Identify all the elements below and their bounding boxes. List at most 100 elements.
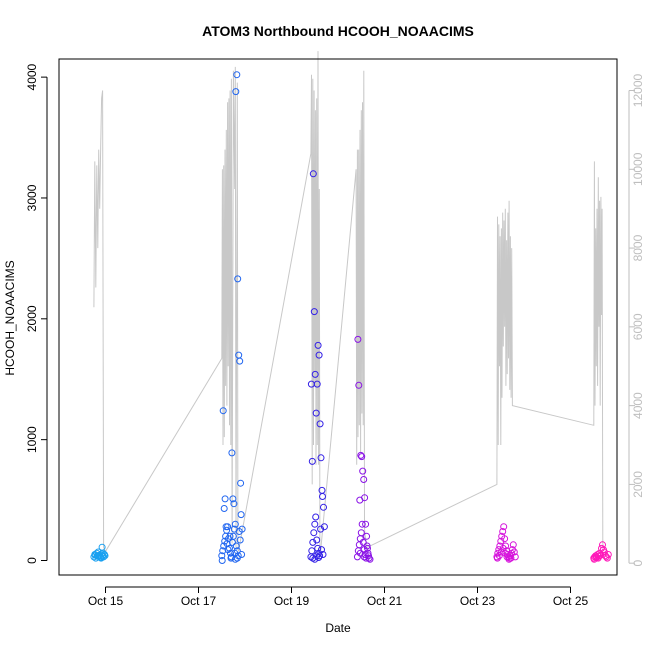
data-point [310,308,318,316]
flight-group [353,335,374,563]
y-tick-label-right: 4000 [631,392,645,419]
data-point [311,370,319,378]
data-point [510,548,518,556]
data-point [313,536,321,544]
data-point [221,495,229,503]
data-point [311,555,319,563]
data-point [502,542,510,550]
flight-group [493,523,519,563]
data-point [361,494,369,502]
y-axis-right: 0 2000 4000 6000 8000 10000 12000 [628,74,645,567]
data-point [354,335,362,343]
data-point [500,523,508,531]
data-point [359,467,367,475]
data-point [223,526,231,534]
data-point [356,549,364,557]
data-point [237,479,245,487]
y-tick-label-right: 0 [631,560,645,567]
x-tick-label: Oct 23 [460,594,496,608]
y-tick-label-left: 2000 [25,305,39,332]
plot-box [58,58,618,576]
chart-title: ATOM3 Northbound HCOOH_NOAACIMS [202,23,474,39]
data-point [501,535,509,543]
data-point [360,476,368,483]
data-point [363,532,371,540]
data-point [229,495,237,503]
data-point [499,544,507,552]
right-series-line [93,51,604,553]
y-tick-label-left: 1000 [25,426,39,453]
data-point [312,409,320,417]
data-point [238,551,246,558]
data-point [509,541,517,549]
x-tick-label: Oct 21 [367,594,403,608]
y-axis-left: 0 1000 2000 3000 4000 [25,63,48,564]
x-axis-label: Date [325,621,351,635]
data-point [231,555,239,563]
data-point [357,529,365,537]
data-point [365,554,373,562]
data-point [222,523,230,531]
data-point [233,71,241,79]
data-point [363,542,371,550]
y-tick-label-left: 3000 [25,184,39,211]
data-point [511,553,519,561]
data-point [355,381,363,389]
data-point [596,552,604,560]
data-point [320,503,327,511]
y-tick-label-right: 6000 [631,313,645,340]
data-point [101,552,109,560]
x-tick-label: Oct 15 [88,594,124,608]
data-point [317,525,325,533]
data-point [317,454,325,462]
data-point [360,553,368,561]
x-axis: Oct 15 Oct 17 Oct 19 Oct 21 Oct 23 Oct 25 [88,586,588,608]
data-point [230,500,238,508]
x-tick-label: Oct 17 [181,594,217,608]
data-point [319,551,327,558]
data-point [507,554,515,562]
flight-group [590,541,612,563]
data-point [501,549,509,557]
flight-group [218,71,246,564]
data-point [309,170,317,178]
data-point [364,549,372,557]
data-point [599,541,606,549]
data-point [358,453,366,461]
y-tick-label-left: 4000 [25,63,39,90]
data-point [495,552,503,560]
data-point [359,538,367,546]
data-point [218,552,226,560]
data-point [318,546,325,554]
data-point [226,532,234,540]
data-point [313,552,321,560]
data-point [316,420,324,428]
data-point [229,532,237,540]
data-point [592,553,600,561]
data-point [362,520,370,528]
data-point [236,536,244,544]
data-point [218,557,226,564]
data-point [219,547,227,555]
data-point [320,523,328,531]
data-point [310,529,318,537]
flight-group [307,170,328,563]
data-point [237,511,245,519]
data-point [227,554,235,562]
right-series-layer [93,51,604,553]
data-point [98,543,106,551]
data-point [311,520,319,528]
data-point [366,555,374,563]
data-point [499,528,507,535]
data-point [234,275,242,283]
data-point [364,544,371,552]
data-point [314,544,322,552]
data-point [223,540,231,548]
y-axis-label: HCOOH_NOAACIMS [3,260,17,375]
flight-group [90,543,109,562]
data-point [505,555,513,563]
y-tick-label-left: 0 [25,557,39,564]
y-tick-label-right: 10000 [631,152,645,186]
data-point [497,548,505,556]
